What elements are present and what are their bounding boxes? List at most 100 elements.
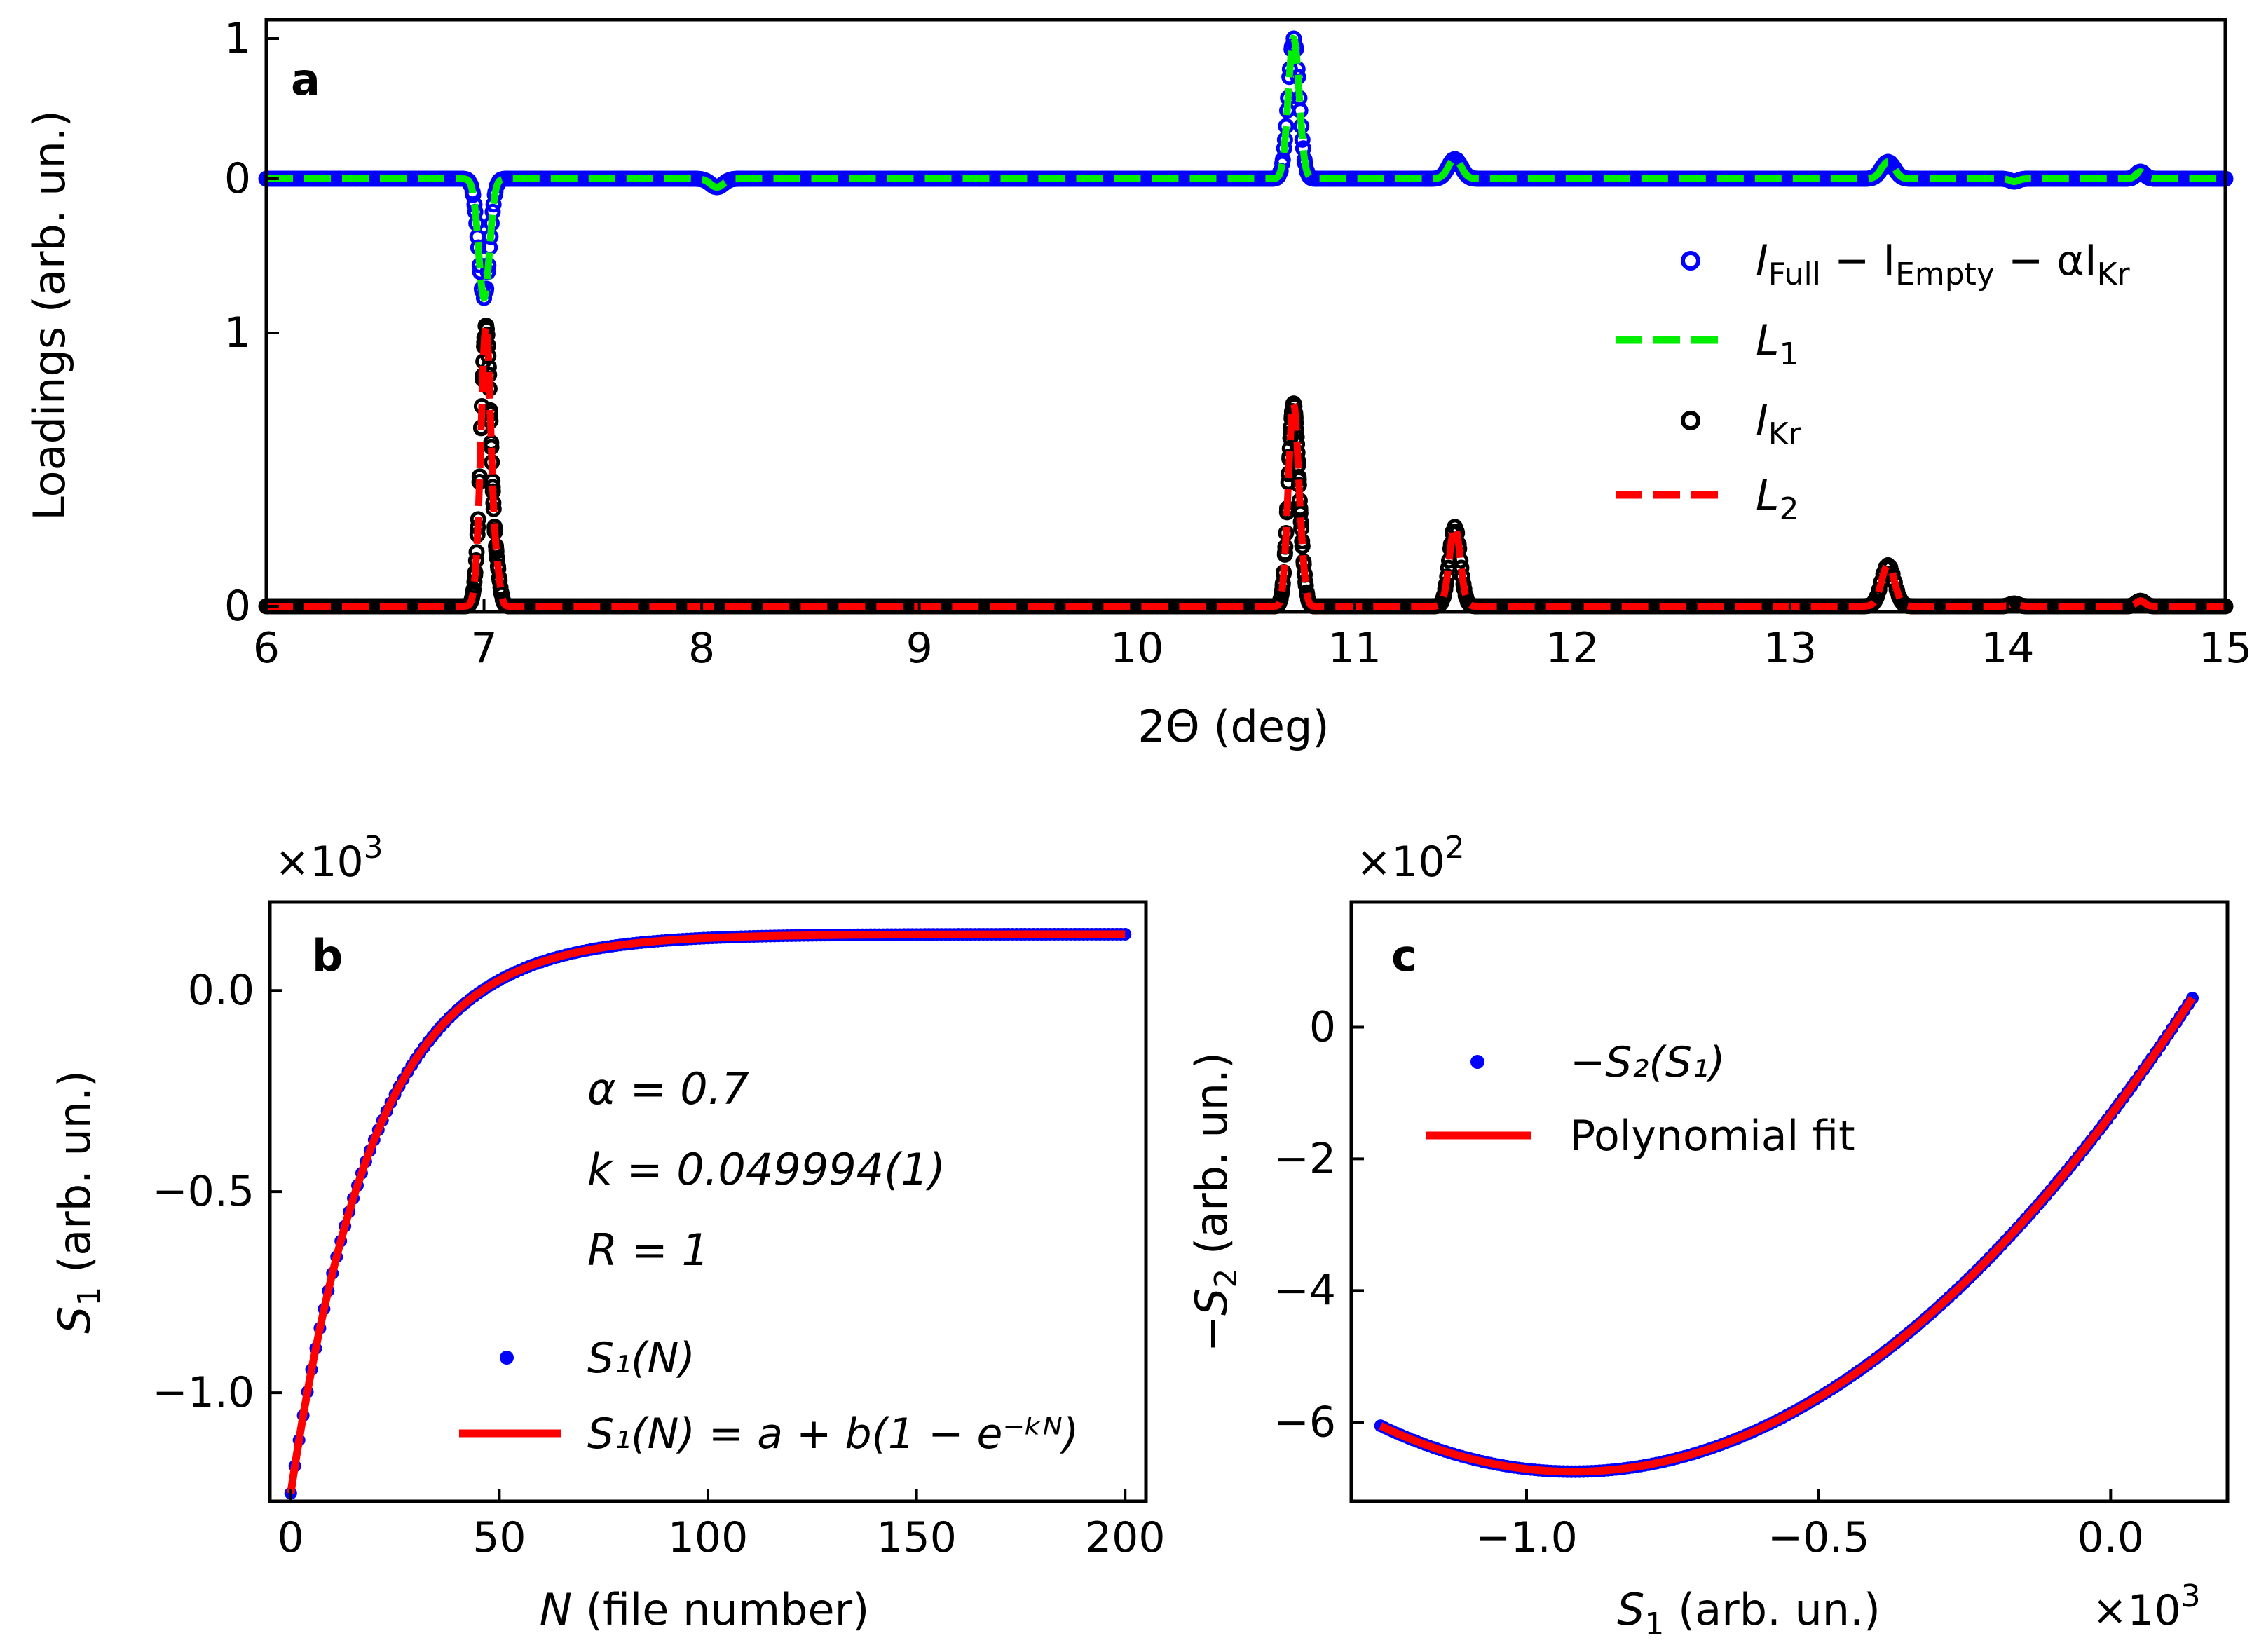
panel-c-x-axis-label-sub: 1 — [1644, 1606, 1664, 1642]
panel-c-y-axis-label-rest: (arb. un.) — [1186, 1052, 1237, 1269]
legend-a-label-2-sub: 1 — [1779, 336, 1799, 372]
panel-b-y-axis-label: S1 (arb. un.) — [49, 1070, 107, 1334]
panel-b: 0 50 100 150 200 0.0 −0.5 −1.0 ×103 b N (file … — [49, 830, 1166, 1635]
legend-a-label-1-sub: Full — [1768, 257, 1821, 292]
spectrum-bottom-fit-line — [266, 318, 2225, 610]
legend-a-label-4-main: L — [1756, 471, 1779, 520]
panel-b-x-tick-label: 0 — [278, 1513, 304, 1562]
legend-a-label-1-sub3: Kr — [2097, 257, 2131, 292]
panel-b-annotation-r: R = 1 — [587, 1224, 709, 1276]
panel-c-x-multiplier-base: ×10 — [2092, 1586, 2181, 1635]
legend-a-marker-1 — [1681, 251, 1700, 271]
legend-b-label-1: S₁(N) — [587, 1334, 695, 1383]
panel-c-x-axis-label: S1 (arb. un.) — [1617, 1584, 1881, 1642]
panel-a-legend: IFull − IEmpty − αIKr L1 IKr L2 — [1616, 236, 2130, 527]
legend-a-label-4-sub: 2 — [1779, 491, 1799, 527]
panel-c-y-tick-label: −6 — [1274, 1398, 1336, 1447]
panel-b-y-ticks: 0.0 −0.5 −1.0 — [152, 966, 282, 1417]
panel-c-legend: −S₂(S₁) Polynomial fit — [1426, 1038, 1855, 1161]
panel-c-x-tick-label: −1.0 — [1475, 1513, 1578, 1562]
legend-a-label-1-rest: − I — [1821, 236, 1895, 285]
panel-b-x-axis-label: N (file number) — [540, 1584, 870, 1635]
panel-c-frame — [1349, 900, 2230, 1503]
panel-c-x-multiplier-exp: 3 — [2181, 1578, 2201, 1614]
panel-b-annotation-alpha: α = 0.7 — [587, 1063, 749, 1114]
panel-a-y-tick-label: 1 — [224, 14, 251, 63]
panel-a-x-tick-label: 10 — [1110, 624, 1163, 673]
panel-a-letter: a — [291, 54, 320, 105]
legend-a-label-1-i: I — [1756, 236, 1768, 285]
panel-a-x-tick-label: 11 — [1328, 624, 1381, 673]
legend-a-label-4: L2 — [1756, 471, 1799, 527]
legend-a-label-2-main: L — [1756, 316, 1779, 365]
legend-c-label-1: −S₂(S₁) — [1570, 1038, 1725, 1087]
panel-b-y-tick-label: 0.0 — [188, 966, 254, 1015]
legend-b-label-2: S₁(N) = a + b(1 − e⁻ᵏᴺ) — [587, 1409, 1079, 1459]
panel-c-y-multiplier-base: ×10 — [1356, 838, 1445, 887]
panel-b-x-tick-label: 200 — [1085, 1513, 1166, 1562]
legend-a-label-3-main: I — [1756, 396, 1768, 445]
panel-b-y-axis-label-sub: 1 — [71, 1287, 107, 1306]
panel-c: −1.0 −0.5 0.0 0−2−4−6 ×102 ×103 c S1 (arb.… — [1186, 830, 2230, 1642]
panel-b-x-axis-label-rest: (file number) — [572, 1584, 869, 1635]
panel-c-fit-line — [1379, 996, 2196, 1476]
panel-c-y-tick-label: 0 — [1309, 1003, 1336, 1052]
panel-a-x-tick-label: 9 — [906, 624, 933, 673]
panel-a-plot-area — [258, 30, 2234, 615]
panel-b-multiplier: ×103 — [275, 830, 383, 887]
panel-b-x-ticks: 0 50 100 150 200 — [278, 1489, 1166, 1562]
panel-b-annotation-k: k = 0.049994(1) — [587, 1144, 946, 1195]
panel-c-x-ticks: −1.0 −0.5 0.0 — [1475, 1489, 2144, 1562]
legend-a-label-1-sub2: Empty — [1895, 257, 1995, 292]
panel-b-legend: S₁(N) S₁(N) = a + b(1 − e⁻ᵏᴺ) — [459, 1334, 1079, 1459]
panel-a-x-axis-label: 2Θ (deg) — [1138, 701, 1329, 752]
panel-a-y-tick-label: 0 — [224, 582, 251, 631]
panel-a-x-tick-label: 14 — [1981, 624, 2034, 673]
legend-a-label-2: L1 — [1756, 316, 1799, 372]
legend-a-marker-3 — [1681, 411, 1700, 430]
panel-c-y-axis-label-sub: 2 — [1208, 1269, 1244, 1288]
panel-c-x-tick-label: −0.5 — [1768, 1513, 1870, 1562]
panel-b-y-tick-label: −0.5 — [152, 1167, 254, 1216]
panel-a-x-tick-label: 7 — [470, 624, 497, 673]
panel-c-x-multiplier: ×103 — [2092, 1578, 2201, 1635]
legend-a-label-1-rest2: − αI — [1995, 236, 2097, 285]
panel-c-y-axis-label: −S2 (arb. un.) — [1186, 1052, 1244, 1352]
panel-b-y-axis-label-main: S — [49, 1306, 100, 1334]
panel-b-letter: b — [312, 930, 343, 981]
legend-a-label-3: IKr — [1756, 396, 1802, 452]
panel-c-y-ticks: 0 −2 −4 −6 — [1274, 1003, 1364, 1447]
panel-a-x-tick-label: 12 — [1545, 624, 1599, 673]
panel-c-letter: c — [1391, 930, 1417, 981]
panel-b-y-tick-label: −1.0 — [152, 1368, 254, 1417]
panel-a-x-tick-label: 8 — [688, 624, 715, 673]
panel-a-y-tick-label: 0 — [224, 154, 251, 203]
panel-a-x-ticks: 6 7 8 9 10 11 12 13 14 15 — [253, 599, 2252, 673]
panel-a-x-tick-label: 15 — [2199, 624, 2252, 673]
legend-c-marker-1 — [1470, 1055, 1484, 1069]
panel-a-y-axis-label: Loadings (arb. un.) — [24, 110, 75, 521]
panel-a-x-tick-label: 13 — [1763, 624, 1817, 673]
panel-b-x-axis-label-var: N — [540, 1584, 572, 1635]
panel-b-x-tick-label: 150 — [876, 1513, 957, 1562]
legend-a-label-1: IFull − IEmpty − αIKr — [1756, 236, 2130, 292]
panel-a-x-tick-label: 6 — [253, 624, 280, 673]
panel-c-plot-area — [1374, 992, 2199, 1478]
panel-c-y-multiplier: ×102 — [1356, 830, 1465, 887]
legend-c-label-2: Polynomial fit — [1570, 1112, 1855, 1161]
legend-b-marker-1 — [500, 1351, 514, 1365]
panel-c-y-axis-label-main: −S — [1186, 1288, 1237, 1352]
panel-c-y-multiplier-exp: 2 — [1445, 830, 1465, 866]
panel-c-x-tick-label: 0.0 — [2077, 1513, 2144, 1562]
panel-a-frame — [264, 18, 2227, 614]
panel-b-x-tick-label: 50 — [472, 1513, 526, 1562]
panel-a-y-ticks: 1 0 1 0 — [224, 14, 279, 631]
panel-b-plot-area — [284, 927, 1132, 1500]
spectrum-top-fit-line — [266, 34, 2225, 303]
panel-c-x-axis-label-rest: (arb. un.) — [1664, 1584, 1881, 1635]
panel-a-y-tick-label: 1 — [224, 308, 251, 357]
panel-c-y-tick-label: −2 — [1274, 1134, 1336, 1183]
